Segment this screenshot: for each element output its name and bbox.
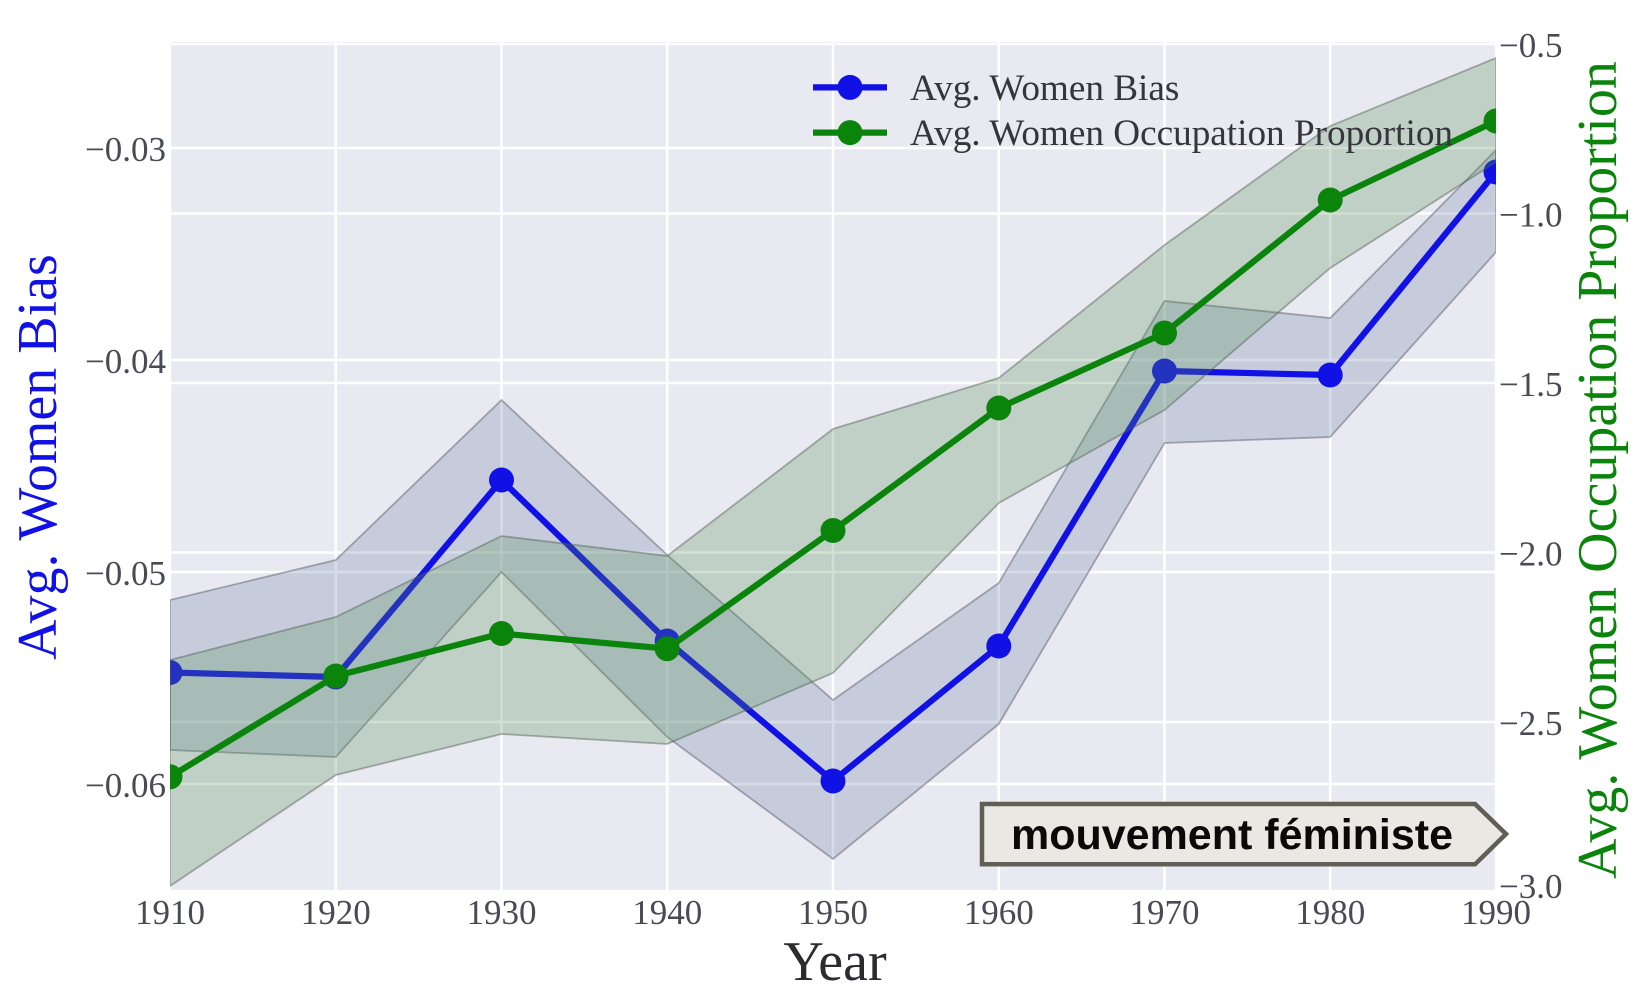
svg-text:−0.05: −0.05 bbox=[85, 554, 166, 593]
svg-text:Avg. Women Occupation Proporti: Avg. Women Occupation Proportion bbox=[910, 113, 1453, 154]
svg-text:1960: 1960 bbox=[964, 893, 1034, 932]
svg-text:−2.5: −2.5 bbox=[1499, 704, 1563, 743]
svg-text:−3.0: −3.0 bbox=[1499, 867, 1563, 906]
svg-text:−0.5: −0.5 bbox=[1499, 26, 1563, 65]
svg-text:−0.03: −0.03 bbox=[85, 130, 166, 169]
svg-text:1910: 1910 bbox=[135, 893, 205, 932]
svg-text:mouvement féministe: mouvement féministe bbox=[1011, 811, 1453, 859]
svg-text:1930: 1930 bbox=[467, 893, 537, 932]
svg-text:−1.0: −1.0 bbox=[1499, 196, 1563, 235]
svg-text:Avg. Women Bias: Avg. Women Bias bbox=[7, 254, 69, 660]
svg-text:Avg. Women Bias: Avg. Women Bias bbox=[910, 68, 1179, 109]
svg-text:−0.06: −0.06 bbox=[85, 766, 166, 805]
svg-text:1940: 1940 bbox=[632, 893, 702, 932]
svg-text:−0.04: −0.04 bbox=[85, 342, 166, 381]
svg-text:1970: 1970 bbox=[1130, 893, 1200, 932]
svg-text:1920: 1920 bbox=[301, 893, 371, 932]
svg-text:Avg. Women Occupation Proporti: Avg. Women Occupation Proportion bbox=[1567, 61, 1629, 879]
svg-text:−2.0: −2.0 bbox=[1499, 535, 1563, 574]
svg-text:Year: Year bbox=[783, 931, 887, 993]
svg-text:1990: 1990 bbox=[1461, 893, 1531, 932]
svg-text:1980: 1980 bbox=[1295, 893, 1365, 932]
svg-text:−1.5: −1.5 bbox=[1499, 365, 1563, 404]
svg-text:1950: 1950 bbox=[798, 893, 868, 932]
